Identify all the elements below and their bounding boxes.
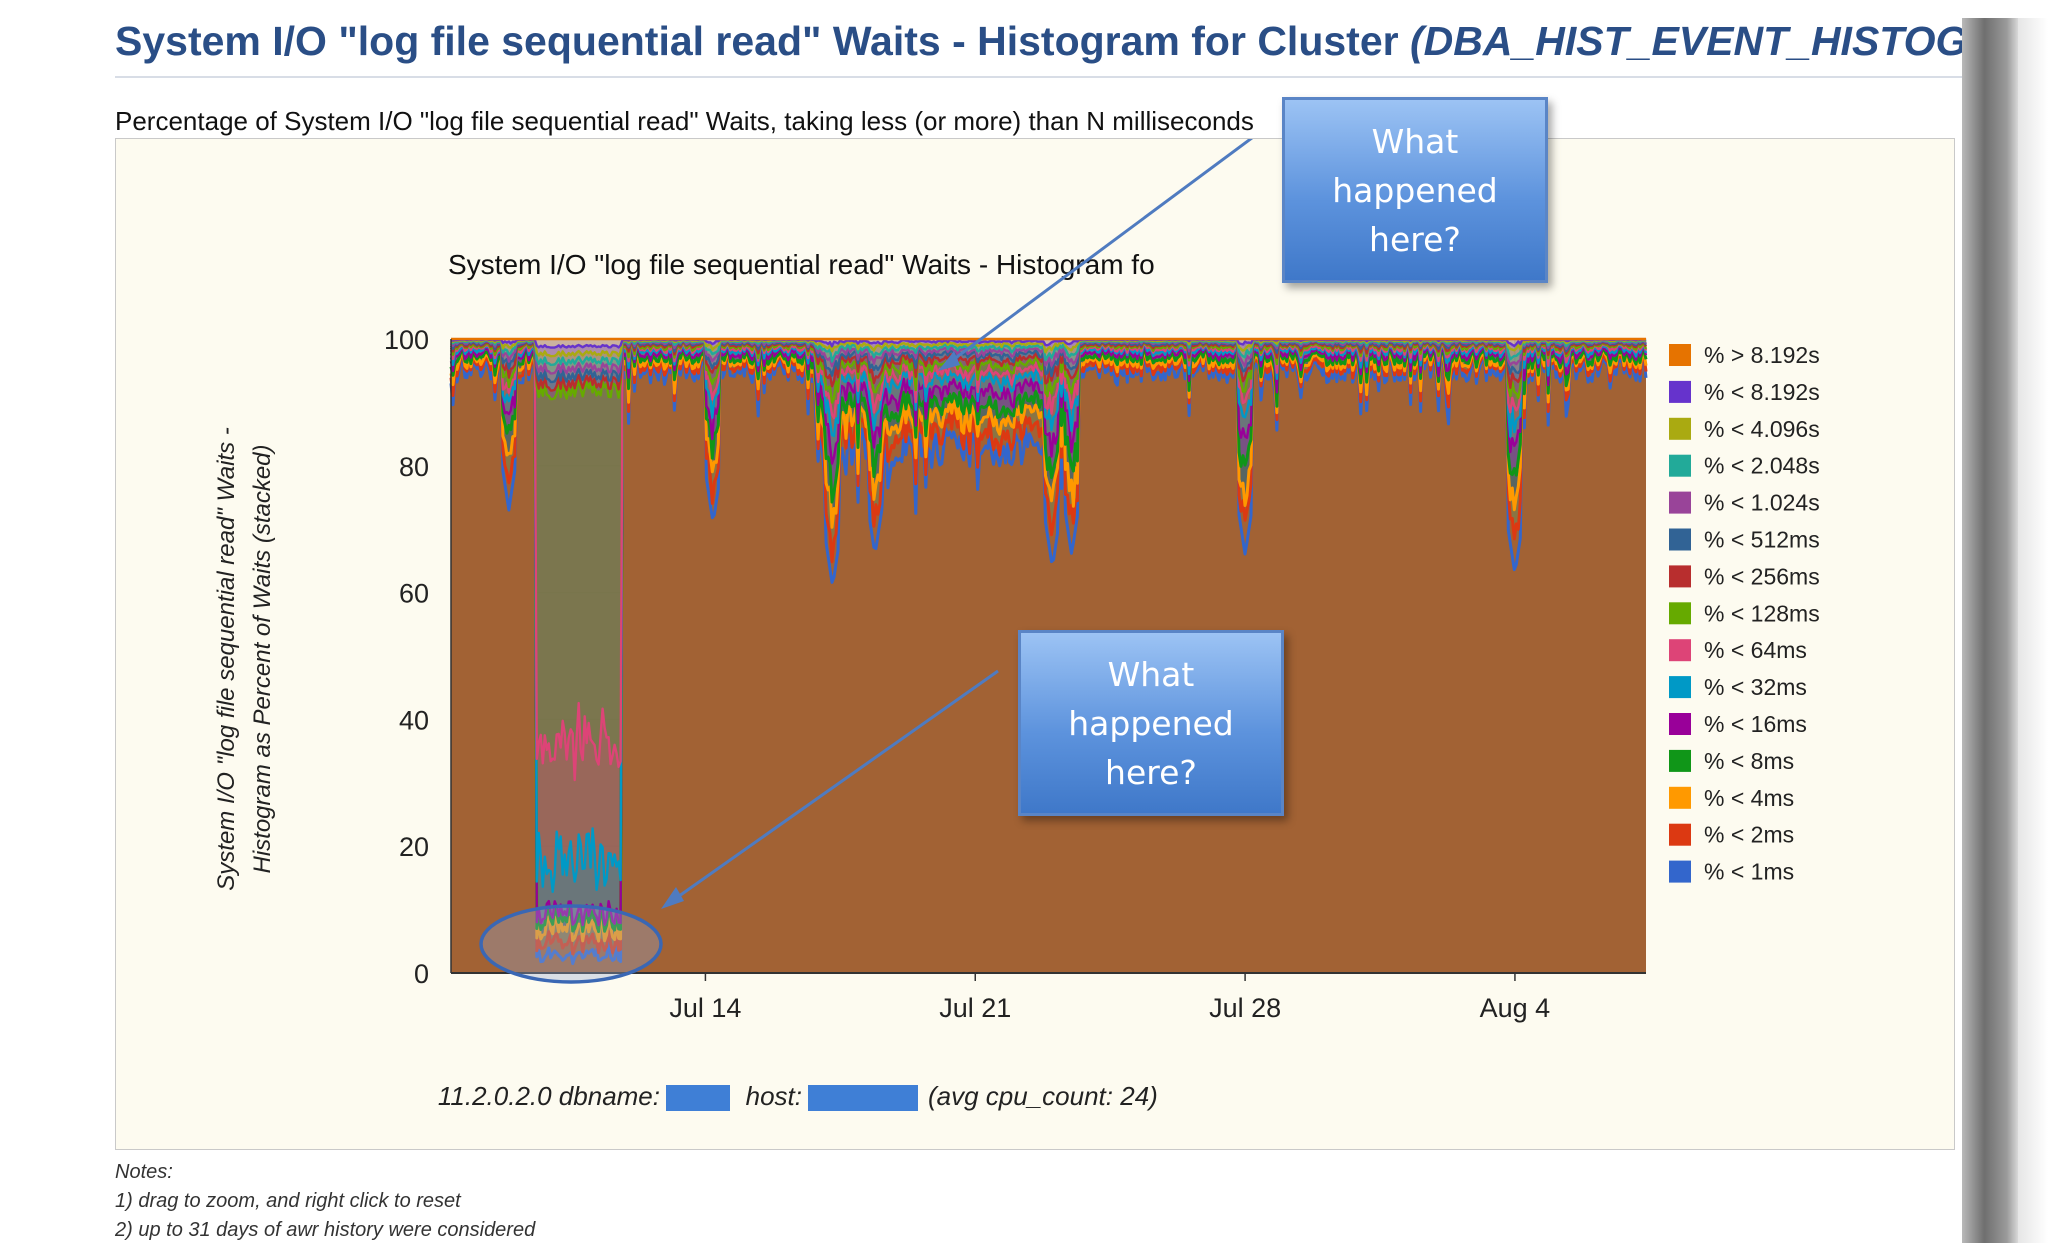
window-edge-fade (2018, 18, 2048, 1243)
legend-swatch (1669, 454, 1691, 477)
highlight-ellipse (479, 904, 663, 984)
callout-text-top: What happened here? (1332, 121, 1498, 259)
legend-label: % < 2ms (1704, 822, 1794, 848)
note-item: 2) up to 31 days of awr history were con… (115, 1219, 536, 1241)
legend-label: % < 8ms (1704, 748, 1794, 774)
y-tick-label: 60 (399, 579, 429, 609)
series-line (449, 349, 1648, 943)
legend-label: % < 4ms (1704, 785, 1794, 811)
legend-swatch (1669, 786, 1691, 809)
legend-label: % < 128ms (1704, 600, 1820, 626)
y-tick-label: 100 (384, 325, 429, 355)
legend-swatch (1669, 380, 1691, 403)
legend-swatch (1669, 602, 1691, 625)
annotation-callout-bottom: What happened here? (1018, 630, 1284, 816)
x-tick-label: Jul 21 (939, 993, 1011, 1023)
chart-legend: % > 8.192s % < 8.192s % < 4.096s % < 2.048s… (1669, 342, 1820, 885)
caption-host: host: (746, 1081, 802, 1111)
notes-heading: Notes: (115, 1161, 173, 1183)
caption-dbname: 11.2.0.2.0 dbname: (438, 1081, 660, 1111)
legend-label: % < 4.096s (1704, 416, 1820, 442)
caption-cpu: (avg cpu_count: 24) (928, 1081, 1158, 1111)
legend-label: % < 16ms (1704, 711, 1807, 737)
legend-swatch (1669, 491, 1691, 514)
series-line (449, 341, 1648, 404)
legend-label: % < 64ms (1704, 637, 1807, 663)
legend-label: % < 512ms (1704, 527, 1820, 553)
notes-section: Notes: 1) drag to zoom, and right click … (115, 1158, 535, 1245)
y-tick-label: 80 (399, 452, 429, 482)
legend-label: % < 1ms (1704, 859, 1794, 885)
page-title: System I/O "log file sequential read" Wa… (115, 18, 1975, 65)
y-tick-label: 0 (414, 959, 429, 989)
window-edge-shadow (1962, 18, 2018, 1243)
chart-description: Percentage of System I/O "log file seque… (115, 106, 1254, 136)
page-title-main: System I/O "log file sequential read" Wa… (115, 18, 1410, 64)
series-line (449, 352, 1648, 956)
series-line (449, 343, 1648, 893)
legend-label: % < 32ms (1704, 674, 1807, 700)
x-tick-label: Jul 28 (1209, 993, 1281, 1023)
legend-swatch (1669, 639, 1691, 662)
series-line (449, 340, 1648, 392)
x-axis-ticks: Jul 14 Jul 21 Jul 28 Aug 4 (669, 973, 1550, 1023)
x-tick-label: Jul 14 (669, 993, 741, 1023)
legend-swatch (1669, 676, 1691, 699)
title-divider (115, 76, 1975, 78)
redacted-dbname (666, 1085, 730, 1111)
legend-swatch (1669, 344, 1691, 366)
y-axis-ticks: 0 20 40 60 80 100 (384, 325, 429, 989)
series-line (450, 339, 1647, 375)
legend-swatch (1669, 565, 1691, 588)
x-tick-label: Aug 4 (1480, 993, 1551, 1023)
y-tick-label: 40 (399, 705, 429, 735)
callout-arrow-top-head (938, 351, 960, 371)
legend-label: % > 8.192s (1704, 342, 1820, 368)
series-line (449, 342, 1648, 782)
series-line (449, 345, 1648, 927)
legend-label: % < 256ms (1704, 563, 1820, 589)
legend-label: % < 1.024s (1704, 490, 1820, 516)
legend-swatch (1669, 823, 1691, 846)
legend-swatch (1669, 417, 1691, 440)
series-line (449, 347, 1648, 934)
y-tick-label: 20 (399, 832, 429, 862)
page-title-italic: (DBA_HIST_EVENT_HISTOGRAM) (1409, 18, 1975, 64)
legend-swatch (1669, 860, 1691, 883)
redacted-host (808, 1085, 918, 1111)
y-axis-title-line2: Histogram as Percent of Waits (stacked) (249, 444, 276, 873)
note-item: 1) drag to zoom, and right click to rese… (115, 1190, 461, 1212)
legend-swatch (1669, 713, 1691, 735)
chart-title: System I/O "log file sequential read" Wa… (448, 249, 1155, 280)
x-axis-caption: 11.2.0.2.0 dbname: host: (avg cpu_count:… (438, 1081, 1158, 1111)
legend-swatch (1669, 528, 1691, 551)
callout-arrow-bottom (671, 669, 999, 903)
legend-swatch (1669, 749, 1691, 772)
y-axis-title-line1: System I/O "log file sequential read" Wa… (213, 427, 240, 890)
callout-text-bottom: What happened here? (1068, 654, 1234, 792)
series-line (449, 356, 1648, 966)
legend-label: % < 8.192s (1704, 379, 1820, 405)
annotation-callout-top: What happened here? (1282, 97, 1548, 283)
callout-arrow-bottom-head (661, 887, 684, 909)
legend-label: % < 2.048s (1704, 453, 1820, 479)
y-axis-title: System I/O "log file sequential read" Wa… (213, 427, 276, 890)
callout-arrow-top (945, 139, 1254, 367)
